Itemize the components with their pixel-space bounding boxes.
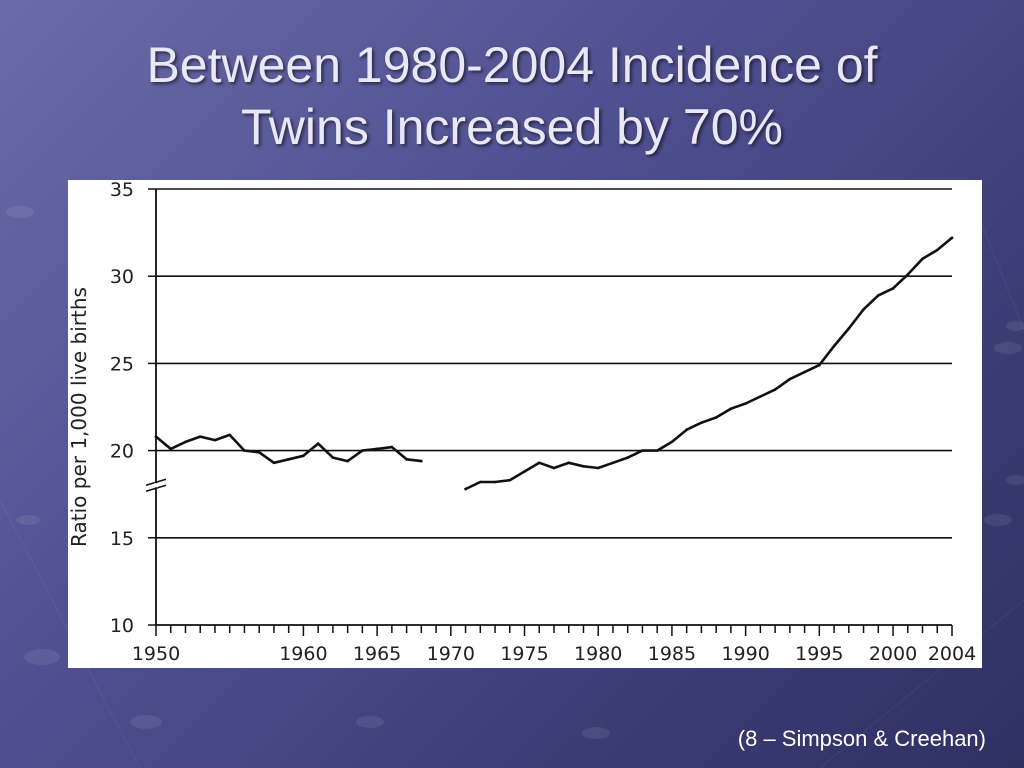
data-point-1953	[198, 435, 202, 438]
y-axis-title: Ratio per 1,000 live births	[68, 287, 91, 547]
data-point-1963	[346, 459, 349, 463]
data-point-2003	[935, 248, 939, 252]
series-line-1971-2004	[464, 236, 954, 491]
x-tick-label-1985: 1985	[648, 643, 696, 665]
slide-title-line-1: Between 1980-2004 Incidence of	[146, 37, 878, 93]
data-point-1993	[788, 377, 792, 381]
x-tick-label-2004: 2004	[928, 643, 976, 665]
data-point-1997	[847, 327, 851, 330]
data-point-1987	[700, 421, 703, 424]
data-point-1989	[729, 407, 733, 411]
data-point-1998	[862, 308, 865, 311]
data-point-1959	[287, 458, 290, 461]
data-point-2000	[891, 287, 895, 290]
x-tick-label-1950: 1950	[132, 643, 180, 665]
data-point-1973	[493, 480, 497, 484]
x-tick-label-1990: 1990	[721, 643, 769, 665]
data-point-1992	[773, 388, 777, 391]
twin-ratio-line-chart: 10 15 20 25 30 35 1950 1960 1965 1970 1975 1980 1985…	[68, 180, 976, 665]
data-point-2004	[950, 236, 954, 240]
y-tick-label-15: 15	[110, 528, 134, 550]
data-point-1982	[626, 456, 630, 459]
data-point-1972	[478, 480, 482, 484]
data-point-1979	[582, 464, 585, 468]
x-tick-label-1975: 1975	[500, 643, 548, 665]
slide-title: Between 1980-2004 Incidence of Twins Inc…	[40, 34, 984, 158]
y-tick-label-30: 30	[110, 266, 134, 288]
data-point-1995	[818, 363, 821, 367]
data-point-1990	[744, 402, 747, 405]
data-point-1991	[759, 395, 762, 398]
data-point-1962	[331, 456, 335, 459]
x-tick-label-1970: 1970	[427, 643, 475, 665]
data-point-1955	[228, 433, 232, 437]
x-tick-label-1965: 1965	[353, 643, 401, 665]
data-point-1951	[169, 447, 173, 451]
data-point-1988	[714, 416, 718, 419]
slide-title-line-2: Twins Increased by 70%	[241, 99, 783, 155]
axis-break-mark	[145, 484, 167, 492]
data-point-1950	[154, 435, 158, 438]
x-tick-label-1980: 1980	[574, 643, 622, 665]
data-point-1985	[670, 440, 674, 444]
y-tick-label-35: 35	[110, 180, 134, 201]
data-point-2001	[906, 273, 910, 276]
data-point-1961	[316, 442, 320, 445]
data-point-1996	[832, 344, 836, 348]
data-point-1971	[464, 487, 467, 491]
x-tick-label-1960: 1960	[279, 643, 327, 665]
x-tick-label-1995: 1995	[795, 643, 843, 665]
data-point-1978	[567, 461, 571, 465]
data-point-1974	[508, 478, 512, 482]
axis-break-mark	[145, 478, 167, 486]
data-point-1956	[243, 449, 246, 452]
data-point-1984	[655, 449, 659, 452]
citation: (8 – Simpson & Creehan)	[737, 726, 986, 751]
data-point-1976	[537, 461, 541, 465]
data-point-1975	[523, 470, 526, 473]
data-point-1952	[184, 440, 187, 444]
data-point-1968	[420, 459, 423, 463]
data-point-1980	[596, 466, 600, 470]
data-point-1957	[257, 451, 261, 454]
data-point-1977	[552, 466, 556, 470]
data-point-1999	[876, 294, 880, 297]
data-point-1954	[213, 438, 217, 442]
data-point-1964	[361, 449, 364, 452]
data-point-2002	[921, 257, 924, 261]
y-tick-label-10: 10	[110, 615, 134, 637]
chart-panel: 10 15 20 25 30 35 1950 1960 1965 1970 1975 1980 1985…	[68, 180, 982, 668]
data-point-1960	[302, 454, 305, 458]
data-point-1965	[375, 447, 379, 451]
x-tick-label-2000: 2000	[869, 643, 917, 665]
data-point-1983	[641, 449, 644, 452]
data-point-1981	[611, 461, 615, 465]
data-point-1966	[390, 445, 394, 449]
data-point-1967	[405, 458, 408, 461]
y-tick-label-25: 25	[110, 353, 134, 375]
data-point-1986	[685, 428, 688, 431]
y-tick-label-20: 20	[110, 441, 134, 463]
axis-break-gap	[154, 483, 158, 488]
data-point-1958	[272, 461, 276, 465]
data-point-1994	[803, 370, 806, 374]
